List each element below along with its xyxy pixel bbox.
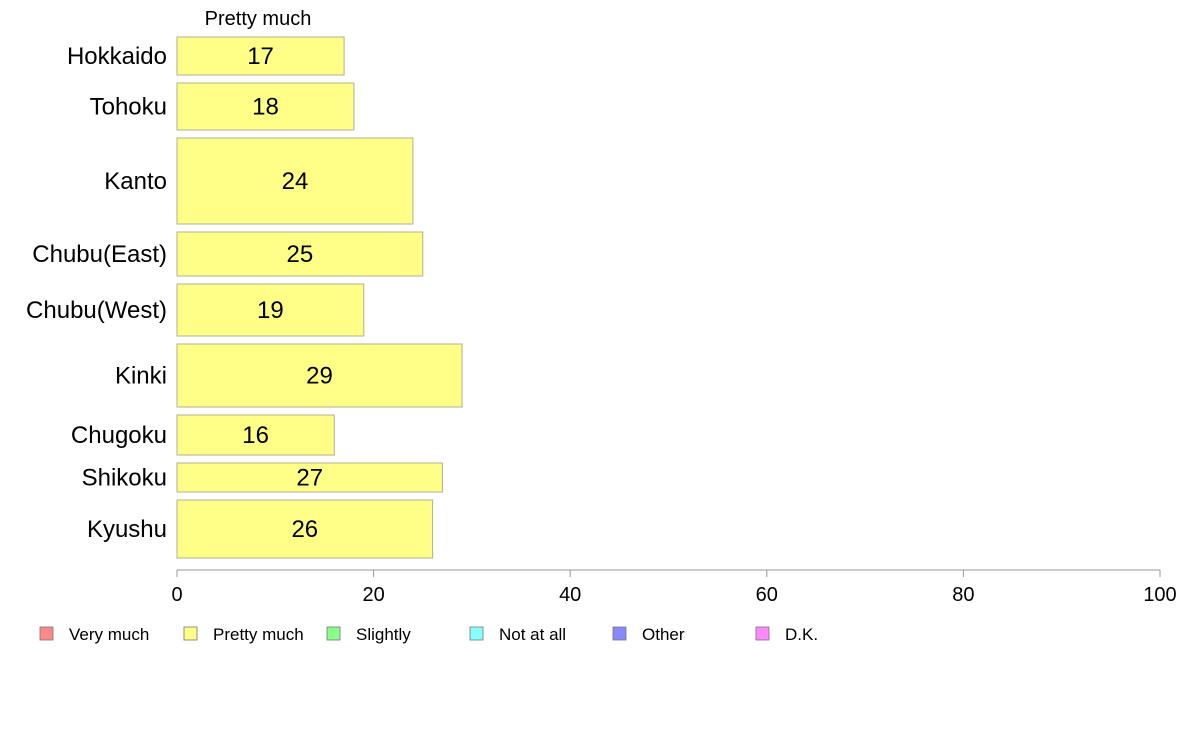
category-label-chubu-east: Chubu(East) [32,241,167,268]
legend-label-very-much: Very much [69,625,149,644]
legend-label-d-k: D.K. [785,625,818,644]
bar-kyushu [176,499,434,559]
category-label-shikoku: Shikoku [82,465,167,492]
bar-value-chugoku: 16 [242,422,269,449]
category-label-hokkaido: Hokkaido [67,43,167,70]
legend-label-slightly: Slightly [356,625,411,644]
x-tick-label-20: 20 [362,584,384,606]
x-tick-label-80: 80 [952,584,974,606]
x-tick-label-100: 100 [1143,584,1176,606]
bars-group: Hokkaido 17 Tohoku 18 Kanto 24 Chubu(East) 25 Ch… [26,36,463,559]
legend-swatch-pretty-much [183,626,198,641]
category-label-tohoku: Tohoku [90,94,167,121]
bar-value-kyushu: 26 [291,516,318,543]
bar-value-chubu-east: 25 [287,241,314,268]
legend-swatch-not-at-all [469,626,484,641]
category-label-kanto: Kanto [104,168,167,195]
x-tick-label-0: 0 [171,584,182,606]
legend-swatch-very-much [39,626,54,641]
bar-value-hokkaido: 17 [247,43,274,70]
bar-tohoku [176,82,355,131]
bar-value-shikoku: 27 [296,465,323,492]
category-label-kyushu: Kyushu [87,516,167,543]
bar-hokkaido [176,36,345,76]
legend: Very much Pretty much Slightly Not at all Ot… [39,625,818,644]
x-tick-label-60: 60 [756,584,778,606]
category-label-chubu-west: Chubu(West) [26,297,167,324]
bar-value-kinki: 29 [306,363,333,390]
category-label-chugoku: Chugoku [71,422,167,449]
column-header: Pretty much [205,8,312,30]
legend-swatch-slightly [326,626,341,641]
x-axis: 0 20 40 60 80 100 [171,569,1177,606]
bar-value-chubu-west: 19 [257,297,284,324]
legend-label-not-at-all: Not at all [499,625,566,644]
category-label-kinki: Kinki [115,363,167,390]
bar-shikoku [176,462,443,493]
bar-chubu-east [176,231,424,277]
bar-kanto [176,137,414,225]
legend-swatch-d-k [755,626,770,641]
x-tick-label-40: 40 [559,584,581,606]
bar-chugoku [176,414,335,456]
legend-swatch-other [612,626,627,641]
bar-value-tohoku: 18 [252,94,279,121]
bar-chubu-west [176,283,365,337]
bar-kinki [176,343,463,408]
bar-value-kanto: 24 [282,168,309,195]
legend-label-pretty-much: Pretty much [213,625,304,644]
legend-label-other: Other [642,625,685,644]
